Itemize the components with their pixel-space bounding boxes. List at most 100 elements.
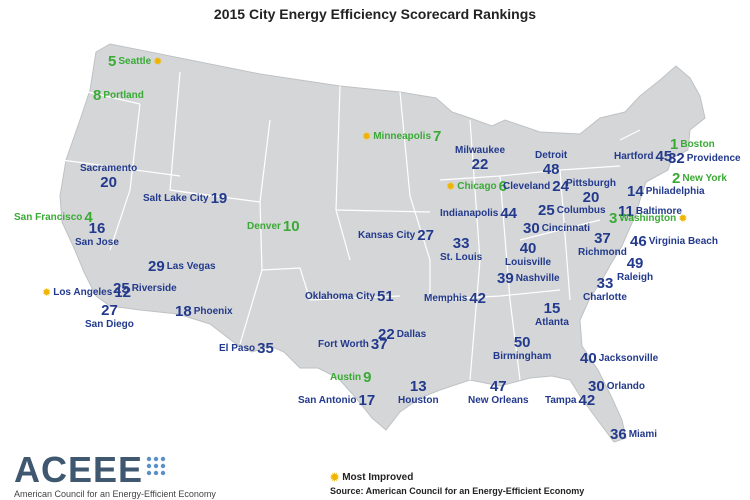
city-rank: 30	[588, 378, 605, 395]
city-name: San Diego	[85, 319, 134, 330]
city-ric: 37 Richmond	[578, 230, 627, 258]
city-rank: 50	[513, 334, 531, 351]
city-name: Louisville	[505, 257, 552, 268]
source-note: Source: American Council for an Energy-E…	[330, 486, 585, 496]
city-rank: 33	[596, 275, 614, 292]
city-name: Baltimore	[635, 206, 682, 217]
city-rank: 40	[580, 350, 597, 367]
city-rank: 22	[378, 326, 395, 343]
city-elp: El Paso 35	[219, 340, 274, 357]
city-sea: 5 Seattle ✹	[108, 53, 162, 70]
star-icon: ✹	[330, 472, 340, 484]
city-atl: 15 Atlanta	[535, 300, 569, 328]
city-name: Virginia Beach	[648, 236, 718, 247]
city-har: Hartford 45	[614, 148, 672, 165]
city-rank: 6	[498, 178, 508, 195]
city-rank: 29	[148, 258, 165, 275]
city-name: Boston	[680, 139, 715, 150]
city-rank: 42	[469, 290, 487, 307]
city-rank: 44	[500, 205, 518, 222]
city-sd: 27 San Diego	[85, 302, 134, 330]
city-name: Tampa	[545, 395, 577, 406]
city-rank: 22	[471, 156, 489, 173]
city-name: Denver	[247, 221, 281, 232]
city-rank: 37	[370, 336, 388, 353]
city-nyc: 2 New York	[672, 170, 727, 187]
city-rank: 2	[672, 170, 681, 187]
city-name: Jacksonville	[598, 353, 659, 364]
city-rank: 37	[594, 230, 611, 247]
city-name: Atlanta	[535, 317, 569, 328]
city-name: Houston	[398, 395, 439, 406]
city-name: Pittsburgh	[566, 178, 616, 189]
city-rank: 13	[409, 378, 427, 395]
us-landmass	[59, 43, 706, 443]
city-name: Raleigh	[617, 272, 654, 283]
city-vb: 46 Virginia Beach	[630, 233, 718, 250]
city-ral: 49 Raleigh	[617, 255, 653, 283]
city-rank: 14	[627, 183, 644, 200]
city-name: Phoenix	[193, 306, 233, 317]
city-ind: Indianapolis 44	[440, 205, 517, 222]
city-kc: Kansas City 27	[358, 227, 434, 244]
city-hou: 13 Houston	[398, 378, 439, 406]
city-rank: 20	[582, 189, 600, 206]
city-pit: Pittsburgh 20	[566, 178, 616, 206]
city-pro: 32 Providence	[668, 150, 741, 167]
city-name: Sacramento	[80, 163, 138, 174]
city-phx: 18 Phoenix	[175, 303, 233, 320]
city-mem: Memphis 42	[424, 290, 486, 307]
city-phi: 14 Philadelphia	[627, 183, 705, 200]
city-det: Detroit 48	[535, 150, 567, 178]
star-icon: ✹	[678, 213, 688, 225]
city-no: 47 New Orleans	[468, 378, 529, 406]
city-name: Las Vegas	[166, 261, 216, 272]
city-name: Cleveland	[503, 181, 551, 192]
city-mil: Milwaukee 22	[455, 145, 505, 173]
city-name: Philadelphia	[645, 186, 705, 197]
city-riv: 25 Riverside	[113, 280, 177, 297]
city-name: Chicago	[457, 181, 497, 192]
city-name: Los Angeles	[53, 287, 113, 298]
city-name: Milwaukee	[455, 145, 506, 156]
legend-label: Most Improved	[342, 472, 414, 483]
city-rank: 51	[377, 288, 394, 305]
city-name: Miami	[628, 429, 658, 440]
city-name: Oklahoma City	[305, 291, 376, 302]
city-name: Richmond	[578, 247, 627, 258]
city-name: New York	[682, 173, 727, 184]
city-rank: 15	[543, 300, 561, 317]
city-name: Cincinnati	[541, 223, 591, 234]
city-name: Detroit	[535, 150, 568, 161]
city-name: Orlando	[606, 381, 646, 392]
city-name: San Jose	[75, 237, 119, 248]
city-la: ✹ Los Angeles 12	[42, 284, 131, 301]
city-chi: ✹ Chicago 6	[446, 178, 507, 195]
city-rank: 42	[578, 392, 596, 409]
city-name: Nashville	[515, 273, 560, 284]
legend: ✹ Most Improved	[330, 471, 413, 484]
city-mia: 36 Miami	[610, 426, 657, 443]
city-name: El Paso	[219, 343, 256, 354]
city-fw: Fort Worth 37	[318, 336, 388, 353]
city-name: Hartford	[614, 151, 654, 162]
city-name: Charlotte	[583, 292, 627, 303]
city-rank: 18	[175, 303, 192, 320]
city-slc: Salt Lake City 19	[143, 190, 227, 207]
city-name: Indianapolis	[440, 208, 499, 219]
city-rank: 49	[626, 255, 644, 272]
city-rank: 32	[668, 150, 685, 167]
city-rank: 8	[93, 87, 102, 104]
city-cle: Cleveland 24	[503, 178, 569, 195]
city-rank: 25	[113, 280, 130, 297]
state-borders	[61, 71, 641, 381]
city-name: Columbus	[556, 205, 606, 216]
city-jax: 40 Jacksonville	[580, 350, 658, 367]
city-sf: San Francisco 4	[14, 209, 93, 226]
city-rank: 11	[618, 203, 634, 220]
city-name: Austin	[330, 372, 362, 383]
city-name: Providence	[686, 153, 741, 164]
star-icon: ✹	[362, 131, 372, 143]
city-rank: 40	[519, 240, 537, 257]
city-sa: San Antonio 17	[298, 392, 375, 409]
